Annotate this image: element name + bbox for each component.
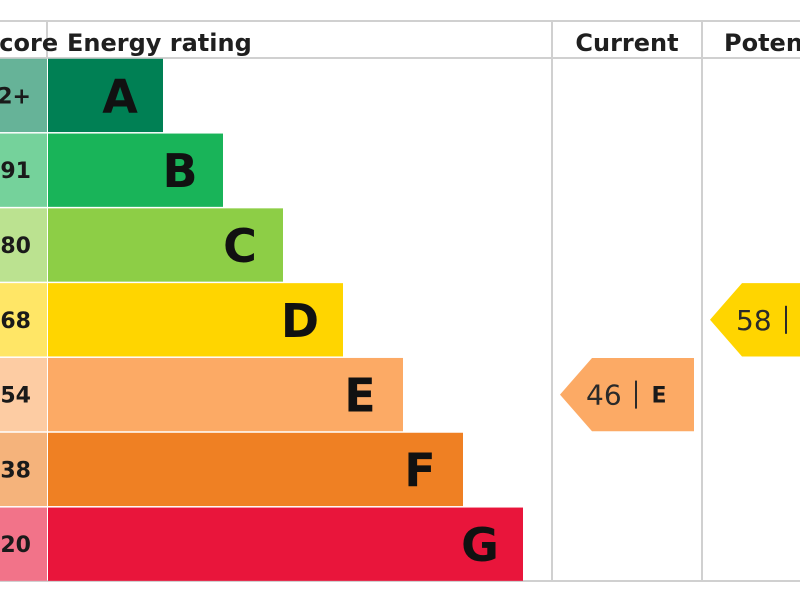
score-header: Score: [0, 29, 58, 57]
potential-header: Potential: [724, 29, 800, 57]
band-bar-e: [48, 357, 403, 432]
energy-rating-header: Energy rating: [67, 29, 252, 57]
band-bar-c: [48, 208, 283, 282]
current-value: 46: [586, 379, 622, 412]
score-cell-d: [0, 283, 47, 357]
current-header: Current: [575, 29, 678, 57]
potential-value: 58: [736, 304, 772, 337]
score-cell-g: [0, 507, 47, 581]
band-letter-g: G: [461, 518, 499, 572]
chart-frame: [0, 20, 800, 582]
rating-bands: 92+ A 81-91 B 69-80 C 55-68 D 39-54 E 21-38 F 1-20 G: [0, 58, 523, 581]
score-range-a: 92+: [0, 84, 31, 109]
band-bar-g: [48, 507, 523, 581]
score-cell-e: [0, 357, 47, 432]
score-range-c: 69-80: [0, 234, 31, 259]
potential-indicator: [710, 283, 800, 357]
score-range-e: 39-54: [0, 384, 31, 409]
band-letter-b: B: [162, 144, 197, 198]
score-range-b: 81-91: [0, 159, 31, 184]
current-indicator: [560, 357, 694, 432]
band-bar-a: [48, 58, 163, 133]
band-letter-c: C: [223, 219, 257, 273]
score-range-f: 21-38: [0, 458, 31, 483]
score-cell-a: [0, 58, 47, 133]
band-bar-d: [48, 283, 343, 357]
score-cell-b: [0, 133, 47, 207]
rating-indicators: 46E58D: [560, 283, 800, 432]
band-letter-d: D: [281, 294, 319, 348]
score-range-g: 1-20: [0, 533, 31, 558]
band-letter-f: F: [404, 443, 435, 497]
band-bar-b: [48, 133, 223, 207]
score-range-d: 55-68: [0, 309, 31, 334]
score-cell-c: [0, 208, 47, 282]
current-band-letter: E: [651, 384, 666, 409]
score-cell-f: [0, 432, 47, 507]
band-letter-a: A: [102, 69, 138, 123]
band-bar-f: [48, 432, 463, 507]
band-letter-e: E: [344, 369, 375, 423]
